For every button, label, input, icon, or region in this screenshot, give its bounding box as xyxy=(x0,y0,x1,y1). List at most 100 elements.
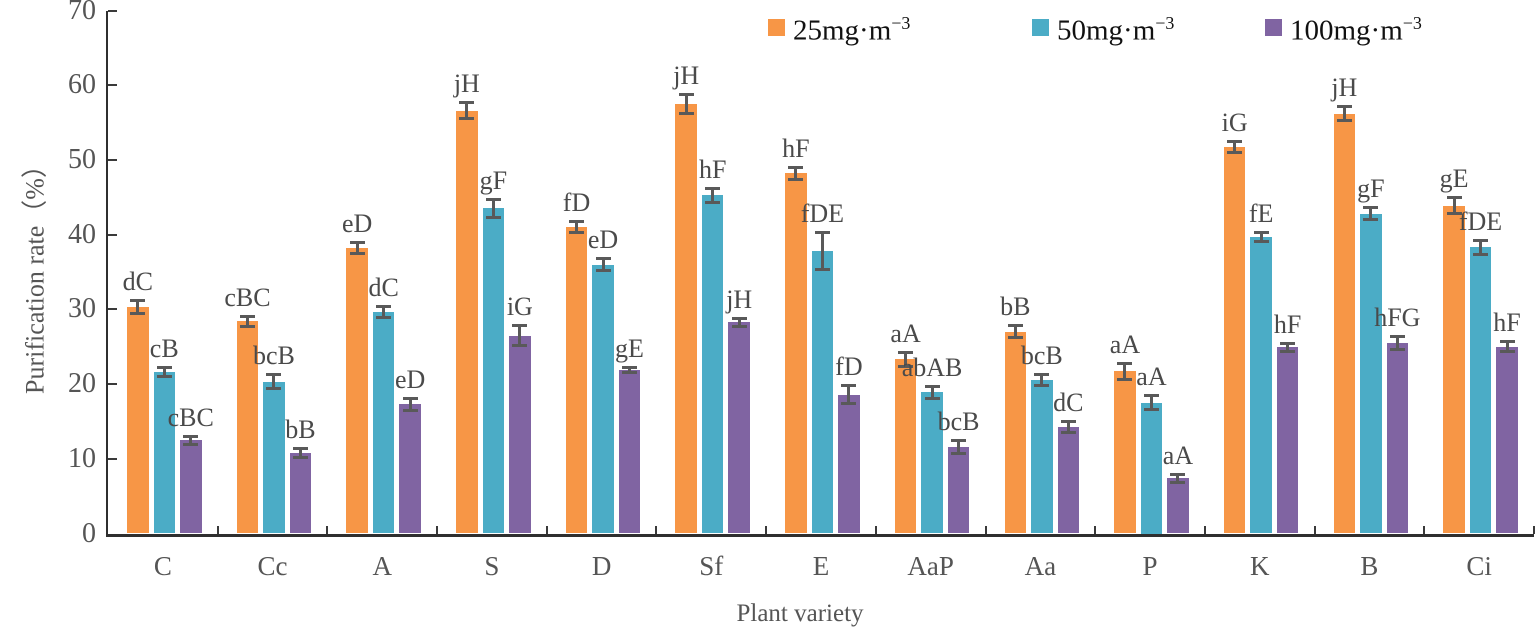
bar-significance-label: fD xyxy=(835,351,863,381)
x-tick xyxy=(1313,525,1316,534)
error-bar-bottom-cap xyxy=(705,200,721,204)
bar-significance-label: jH xyxy=(453,69,480,99)
bar xyxy=(1114,371,1136,534)
bar xyxy=(1276,347,1299,534)
bar-significance-label: bB xyxy=(1000,292,1031,322)
x-axis-line xyxy=(106,533,1534,537)
error-bar-top-cap xyxy=(1499,340,1515,344)
error-bar-top-cap xyxy=(512,324,528,328)
x-tick xyxy=(545,525,548,534)
error-bar xyxy=(465,102,469,119)
x-category-label: Aa xyxy=(1024,551,1057,581)
bar xyxy=(1469,247,1492,534)
bar-significance-label: fE xyxy=(1248,198,1274,228)
bar-significance-label: hF xyxy=(698,154,727,184)
y-tick-label: 40 xyxy=(68,218,96,250)
error-bar-bottom-cap xyxy=(512,343,528,347)
error-bar-bottom-cap xyxy=(1034,383,1050,387)
bar xyxy=(921,392,943,534)
error-bar-bottom-cap xyxy=(292,456,308,460)
bar-significance-label: iG xyxy=(506,292,533,322)
bar-significance-label: dC xyxy=(368,272,399,302)
bar-significance-label: gF xyxy=(479,165,508,195)
x-tick xyxy=(216,525,219,534)
y-tick-label: 30 xyxy=(68,293,96,325)
x-category-label: A xyxy=(372,551,392,581)
error-bar xyxy=(1176,473,1180,483)
error-bar-bottom-cap xyxy=(1227,151,1243,155)
y-tick-label: 70 xyxy=(68,0,96,26)
error-bar xyxy=(1259,231,1263,243)
error-bar xyxy=(1013,325,1017,339)
error-bar-top-cap xyxy=(1007,324,1023,328)
error-bar xyxy=(518,325,522,346)
error-bar-bottom-cap xyxy=(731,324,747,328)
x-category-label: Cc xyxy=(257,551,288,581)
bar-significance-label: hF xyxy=(1273,309,1302,339)
bar-significance-label: abAB xyxy=(901,352,963,382)
x-tick xyxy=(1532,525,1535,534)
error-bar-bottom-cap xyxy=(1007,336,1023,340)
x-tick xyxy=(436,525,439,534)
bar xyxy=(1031,379,1053,534)
error-bar-bottom-cap xyxy=(1143,408,1159,412)
bar xyxy=(1386,342,1409,534)
bar xyxy=(263,381,285,534)
error-bar xyxy=(1395,335,1399,351)
bar xyxy=(592,264,614,534)
error-bar xyxy=(298,447,302,459)
x-category-label: AaP xyxy=(907,551,954,581)
error-bar-bottom-cap xyxy=(130,311,146,315)
bar xyxy=(153,372,175,534)
bar xyxy=(811,251,834,534)
bar xyxy=(618,369,641,534)
error-bar-bottom-cap xyxy=(402,408,418,412)
error-bar xyxy=(1040,373,1044,386)
bar xyxy=(509,335,531,534)
error-bar xyxy=(1342,106,1346,122)
error-bar-bottom-cap xyxy=(898,364,914,368)
error-bar-top-cap xyxy=(951,439,967,443)
x-category-label: Sf xyxy=(699,551,724,581)
error-bar xyxy=(575,221,578,234)
x-axis-title: Plant variety xyxy=(736,600,864,627)
bar xyxy=(1360,213,1382,534)
legend-label: 25mg·m−3 xyxy=(793,13,911,47)
bar-significance-label: eD xyxy=(341,209,373,239)
error-bar xyxy=(1123,363,1127,380)
error-bar-top-cap xyxy=(183,434,199,438)
error-bar-top-cap xyxy=(1473,238,1489,242)
error-bar xyxy=(1505,341,1509,352)
error-bar xyxy=(1479,239,1483,255)
bar xyxy=(482,208,505,534)
legend-swatch xyxy=(768,18,785,36)
bar xyxy=(456,110,478,534)
error-bar-bottom-cap xyxy=(1280,349,1296,353)
error-bar-bottom-cap xyxy=(266,387,282,391)
bar-significance-label: fDE xyxy=(1458,206,1503,236)
error-bar-bottom-cap xyxy=(951,451,967,455)
bar xyxy=(1167,478,1189,534)
error-bar-bottom-cap xyxy=(1389,348,1405,352)
legend-swatch xyxy=(1032,18,1049,36)
bar xyxy=(675,103,697,534)
error-bar-bottom-cap xyxy=(622,370,637,374)
x-category-label: S xyxy=(484,551,500,581)
error-bar-bottom-cap xyxy=(376,315,392,319)
error-bar-top-cap xyxy=(788,165,804,169)
bar xyxy=(1140,402,1163,534)
error-bar xyxy=(820,232,824,270)
bar xyxy=(346,248,368,534)
error-bar-bottom-cap xyxy=(1336,119,1352,123)
error-bar-top-cap xyxy=(349,241,365,245)
bar xyxy=(1250,236,1272,534)
bar xyxy=(127,307,149,534)
y-axis-title: Purification rate（%） xyxy=(20,152,50,394)
error-bar xyxy=(1452,197,1456,214)
bar-significance-label: gE xyxy=(615,333,644,363)
error-bar xyxy=(1233,141,1237,154)
error-bar-top-cap xyxy=(1280,341,1296,345)
y-tick xyxy=(108,457,117,460)
bar-significance-label: bcB xyxy=(937,407,980,437)
